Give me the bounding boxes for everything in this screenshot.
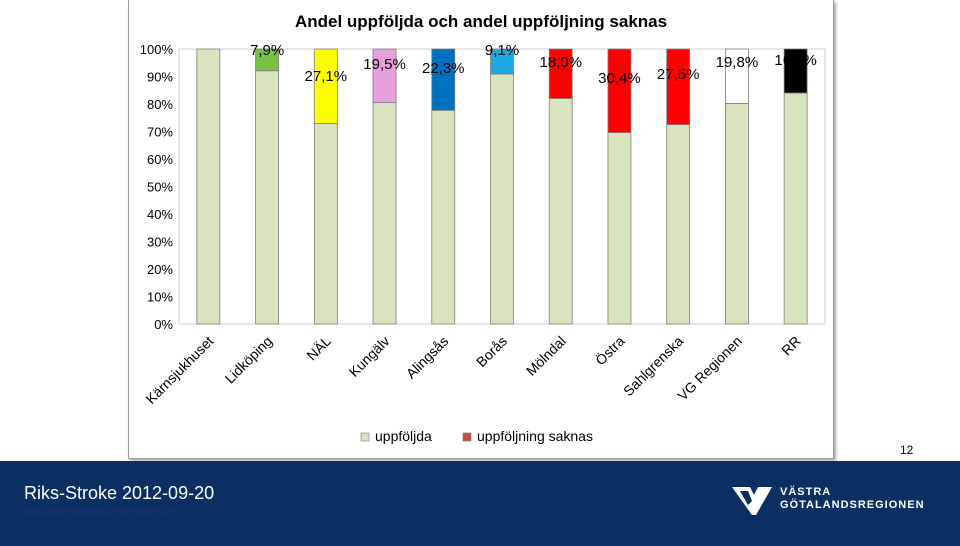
data-label-5: 9,1% <box>485 42 519 59</box>
data-label-9: 19,8% <box>716 54 759 71</box>
legend-label-uppfoljda: uppföljda <box>375 428 432 444</box>
bar-saknas-4 <box>431 48 456 111</box>
data-label-2: 27,1% <box>305 68 348 85</box>
category-label-10: RR <box>778 333 804 359</box>
bar-saknas-6 <box>548 48 573 99</box>
bar-uppfoljda-1 <box>255 70 279 325</box>
legend-swatch-saknas <box>462 432 472 442</box>
bar-saknas-7 <box>607 48 632 133</box>
y-tick-label: 50% <box>147 180 173 195</box>
category-label-7: Östra <box>591 332 627 368</box>
category-label-4: Alingsås <box>403 333 452 382</box>
y-tick-label: 100% <box>140 42 174 57</box>
legend-swatch-uppfoljda <box>360 432 370 442</box>
category-label-3: Kungälv <box>346 333 393 380</box>
data-label-1: 7,9% <box>250 42 284 59</box>
chart: Andel uppföljda och andel uppföljning sa… <box>140 12 826 444</box>
legend-label-saknas: uppföljning saknas <box>477 428 593 444</box>
y-tick-label: 40% <box>147 207 173 222</box>
data-label-6: 18,0% <box>539 54 582 71</box>
bar-saknas-8 <box>666 48 691 126</box>
y-tick-label: 80% <box>147 97 173 112</box>
bar-saknas-3 <box>372 48 397 104</box>
bar-uppfoljda-5 <box>490 73 514 325</box>
logo-text-line1: VÄSTRA <box>780 486 832 498</box>
y-tick-label: 70% <box>147 125 173 140</box>
footer-title: Riks-Stroke 2012-09-20 <box>24 483 215 503</box>
y-tick-label: 20% <box>147 262 173 277</box>
vgregion-logo: VÄSTRA GÖTALANDSREGIONEN <box>730 481 930 521</box>
bar-saknas-2 <box>313 48 338 124</box>
y-tick-label: 90% <box>147 70 173 85</box>
footer-email-link[interactable]: marianneforars@vgregion.se <box>22 505 175 517</box>
bar-uppfoljda-0 <box>196 48 221 325</box>
data-label-7: 30,4% <box>598 70 641 87</box>
data-label-3: 19,5% <box>363 56 406 73</box>
bar-uppfoljda-4 <box>431 109 456 325</box>
chart-frame: Andel uppföljda och andel uppföljning sa… <box>128 0 834 459</box>
y-tick-label: 0% <box>154 317 173 332</box>
chart-title: Andel uppföljda och andel uppföljning sa… <box>295 12 667 31</box>
data-label-4: 22,3% <box>422 60 465 77</box>
category-label-0: Kärnsjukhuset <box>142 333 216 407</box>
y-tick-label: 60% <box>147 152 173 167</box>
category-label-2: NÄL <box>303 333 334 364</box>
vgregion-logo-icon <box>732 487 772 515</box>
y-tick-label: 10% <box>147 290 173 305</box>
bar-saknas-9 <box>725 48 749 104</box>
bar-uppfoljda-3 <box>372 102 397 325</box>
page-number: 12 <box>900 443 914 457</box>
data-label-10: 16,0% <box>774 52 817 69</box>
bar-uppfoljda-7 <box>607 132 632 325</box>
y-tick-label: 30% <box>147 235 173 250</box>
category-label-1: Lidköping <box>222 333 276 387</box>
data-label-8: 27,5% <box>657 66 700 83</box>
logo-text-line2: GÖTALANDSREGIONEN <box>780 499 925 511</box>
category-label-5: Borås <box>473 333 510 370</box>
bar-uppfoljda-9 <box>725 103 749 325</box>
bar-uppfoljda-8 <box>666 124 691 325</box>
bar-uppfoljda-6 <box>548 98 573 325</box>
bar-saknas-10 <box>783 48 808 94</box>
category-label-6: Mölndal <box>523 333 569 379</box>
bar-saknas-1 <box>255 48 279 72</box>
footer-bar: Riks-Stroke 2012-09-20 marianneforars@vg… <box>0 461 960 546</box>
bar-uppfoljda-2 <box>313 123 338 325</box>
bar-uppfoljda-10 <box>783 92 808 325</box>
bar-saknas-5 <box>490 48 514 75</box>
